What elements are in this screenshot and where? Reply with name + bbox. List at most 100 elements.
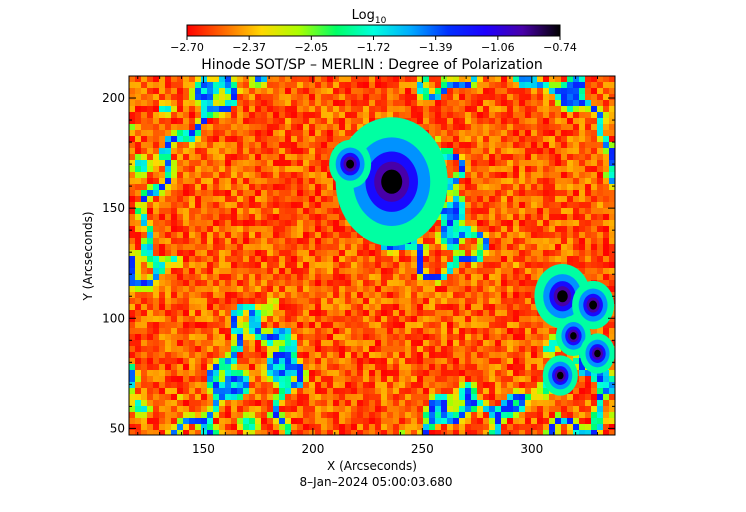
heatmap-cell: [549, 346, 555, 352]
heatmap-cell: [549, 352, 555, 358]
heatmap-cell: [459, 262, 465, 268]
heatmap-cell: [237, 208, 243, 214]
heatmap-cell: [297, 196, 303, 202]
heatmap-cell: [321, 340, 327, 346]
heatmap-cell: [477, 148, 483, 154]
heatmap-cell: [561, 412, 567, 418]
heatmap-cell: [603, 148, 609, 154]
heatmap-cell: [459, 400, 465, 406]
heatmap-cell: [447, 328, 453, 334]
heatmap-cell: [315, 274, 321, 280]
heatmap-cell: [603, 232, 609, 238]
heatmap-cell: [345, 130, 351, 136]
heatmap-cell: [579, 124, 585, 130]
heatmap-cell: [549, 220, 555, 226]
heatmap-cell: [363, 76, 369, 82]
heatmap-cell: [207, 328, 213, 334]
heatmap-cell: [471, 310, 477, 316]
heatmap-cell: [465, 298, 471, 304]
heatmap-cell: [525, 208, 531, 214]
heatmap-cell: [195, 322, 201, 328]
heatmap-cell: [315, 100, 321, 106]
heatmap-cell: [219, 322, 225, 328]
heatmap-cell: [471, 358, 477, 364]
heatmap-cell: [225, 364, 231, 370]
heatmap-cell: [135, 376, 141, 382]
heatmap-cell: [225, 304, 231, 310]
heatmap-cell: [381, 352, 387, 358]
heatmap-cell: [489, 286, 495, 292]
heatmap-cell: [507, 370, 513, 376]
heatmap-cell: [501, 136, 507, 142]
heatmap-cell: [423, 418, 429, 424]
heatmap-cell: [549, 148, 555, 154]
heatmap-cell: [291, 118, 297, 124]
heatmap-cell: [471, 250, 477, 256]
heatmap-cell: [291, 364, 297, 370]
heatmap-cell: [471, 220, 477, 226]
heatmap-cell: [573, 178, 579, 184]
heatmap-cell: [447, 262, 453, 268]
heatmap-cell: [327, 136, 333, 142]
heatmap-cell: [237, 94, 243, 100]
heatmap-cell: [357, 250, 363, 256]
heatmap-cell: [279, 424, 285, 430]
heatmap-cell: [525, 322, 531, 328]
heatmap-cell: [483, 166, 489, 172]
heatmap-cell: [453, 358, 459, 364]
heatmap-cell: [129, 196, 135, 202]
heatmap-cell: [399, 256, 405, 262]
heatmap-cell: [291, 268, 297, 274]
heatmap-cell: [147, 124, 153, 130]
heatmap-cell: [489, 172, 495, 178]
heatmap-cell: [189, 388, 195, 394]
heatmap-cell: [309, 400, 315, 406]
heatmap-cell: [501, 214, 507, 220]
heatmap-cell: [261, 94, 267, 100]
heatmap-cell: [327, 130, 333, 136]
heatmap-cell: [273, 262, 279, 268]
heatmap-cell: [261, 250, 267, 256]
heatmap-cell: [201, 88, 207, 94]
heatmap-cell: [513, 100, 519, 106]
heatmap-cell: [591, 184, 597, 190]
heatmap-cell: [357, 412, 363, 418]
heatmap-cell: [417, 412, 423, 418]
heatmap-cell: [429, 346, 435, 352]
heatmap-cell: [177, 124, 183, 130]
heatmap-cell: [351, 400, 357, 406]
heatmap-cell: [153, 346, 159, 352]
heatmap-cell: [261, 316, 267, 322]
heatmap-cell: [513, 412, 519, 418]
heatmap-cell: [345, 280, 351, 286]
heatmap-cell: [201, 196, 207, 202]
heatmap-cell: [279, 136, 285, 142]
heatmap-cell: [159, 208, 165, 214]
heatmap-cell: [471, 208, 477, 214]
heatmap-cell: [213, 220, 219, 226]
heatmap-cell: [363, 244, 369, 250]
heatmap-cell: [399, 322, 405, 328]
heatmap-cell: [339, 250, 345, 256]
heatmap-cell: [177, 358, 183, 364]
heatmap-cell: [609, 424, 615, 430]
heatmap-cell: [213, 268, 219, 274]
heatmap-cell: [585, 208, 591, 214]
heatmap-cell: [261, 352, 267, 358]
heatmap-cell: [489, 136, 495, 142]
heatmap-cell: [603, 238, 609, 244]
heatmap-cell: [249, 154, 255, 160]
heatmap-cell: [129, 202, 135, 208]
heatmap-cell: [471, 130, 477, 136]
heatmap-cell: [279, 154, 285, 160]
heatmap-cell: [507, 262, 513, 268]
heatmap-cell: [219, 190, 225, 196]
heatmap-cell: [267, 256, 273, 262]
heatmap-cell: [471, 388, 477, 394]
heatmap-cell: [339, 238, 345, 244]
heatmap-cell: [465, 292, 471, 298]
heatmap-cell: [363, 406, 369, 412]
heatmap-cell: [345, 250, 351, 256]
heatmap-cell: [153, 328, 159, 334]
heatmap-cell: [333, 190, 339, 196]
